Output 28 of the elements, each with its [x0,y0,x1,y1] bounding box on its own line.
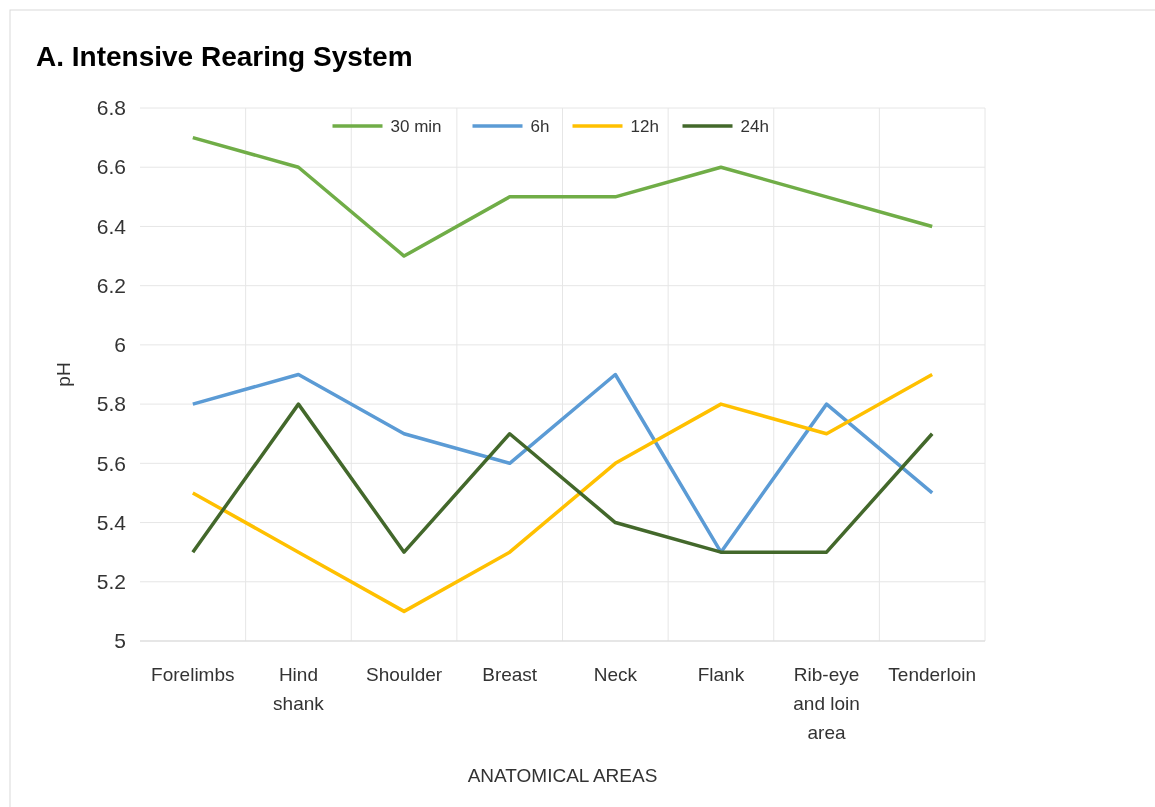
y-tick-label: 5.4 [96,510,127,534]
x-tick-label: Flank [697,664,745,685]
x-tick-label: Rib-eye and loin area [793,664,860,743]
chart-title: A. Intensive Rearing System [36,41,413,72]
legend-label: 24h [740,117,769,136]
x-tick-label: Hind shank [273,664,325,714]
y-tick-label: 5.6 [96,451,126,475]
y-tick-label: 5.2 [96,570,126,593]
y-tick-label: 6.2 [96,273,126,297]
y-tick-label: 5.8 [96,392,126,416]
x-axis-title: ANATOMICAL AREAS [467,765,658,786]
x-tick-label: Tenderloin [888,664,977,685]
x-tick-label: Forelimbs [151,664,235,685]
y-tick-label: 6 [114,333,126,357]
y-tick-label: 6.8 [96,96,126,120]
y-axis-title: pH [53,362,74,387]
legend-label: 12h [630,117,659,136]
line-series [191,135,934,258]
legend-label: 30 min [390,117,442,136]
legend-label: 6h [530,117,550,136]
line-series [191,402,934,554]
x-tick-label: Shoulder [366,664,443,685]
x-tick-label: Neck [593,664,638,685]
y-tick-label: 5 [114,629,126,653]
line-series [191,372,934,614]
y-tick-label: 6.4 [96,214,127,238]
y-tick-label: 6.6 [96,155,126,179]
x-tick-label: Breast [482,664,538,685]
